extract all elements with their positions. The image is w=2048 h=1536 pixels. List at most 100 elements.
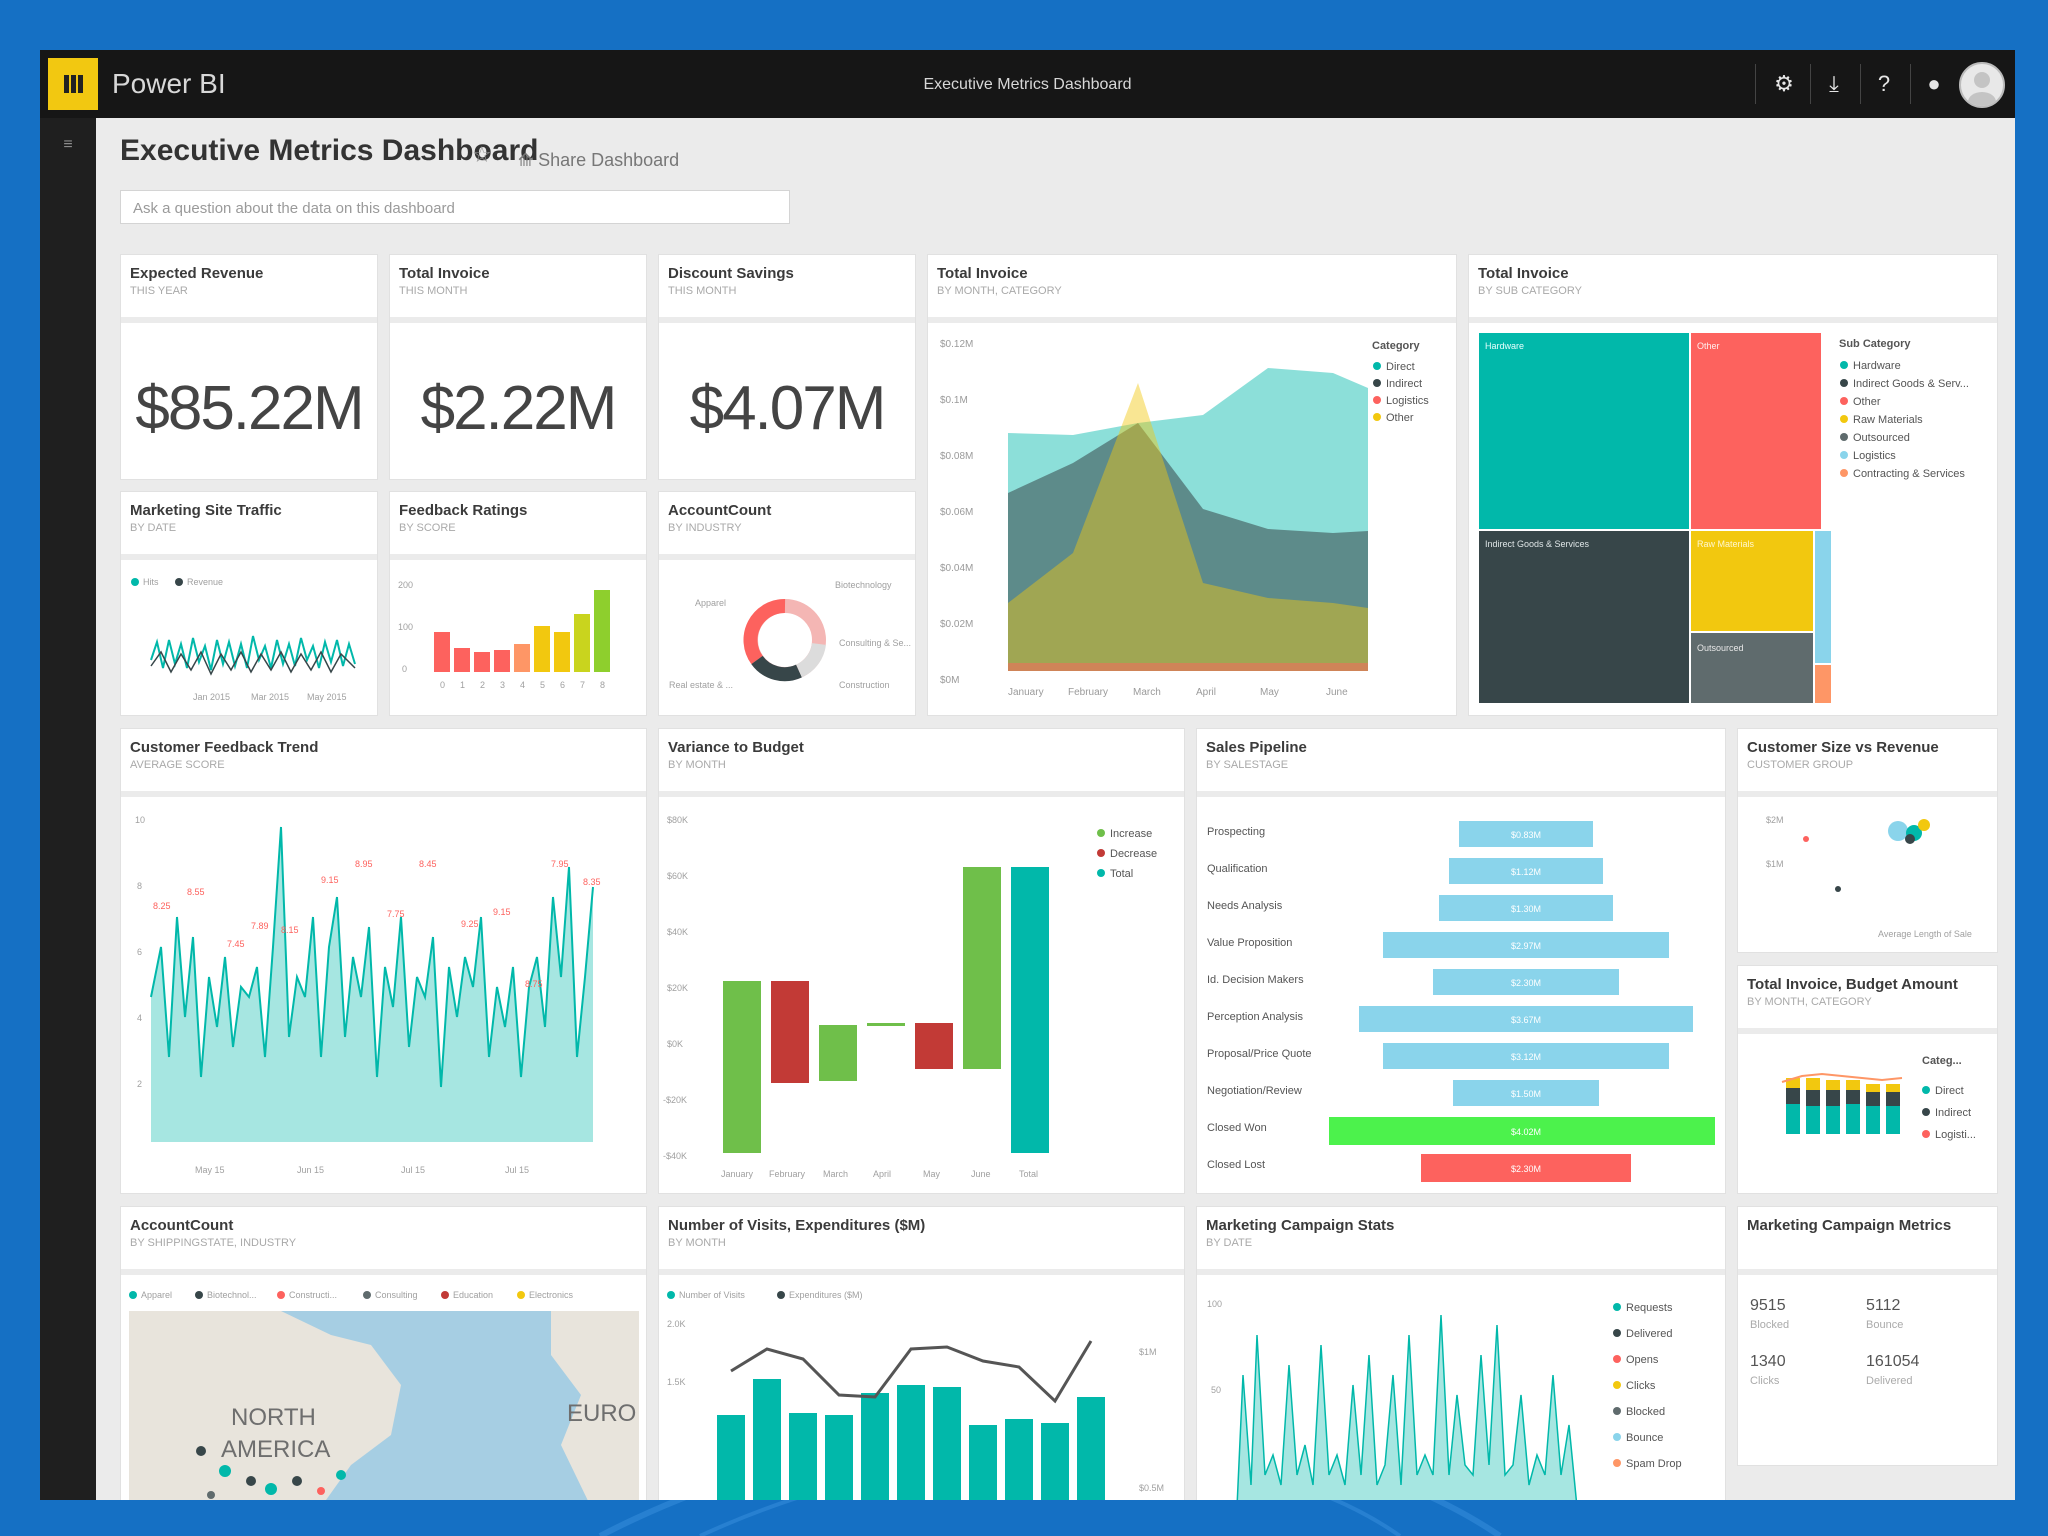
- feedback-ratings-tile[interactable]: Feedback Ratings BY SCORE 200 100 0 0 1 …: [389, 491, 647, 716]
- help-button[interactable]: ?: [1862, 64, 1906, 104]
- map-visual[interactable]: Apparel Biotechnol... Constructi... Cons…: [121, 1275, 647, 1500]
- waterfall-bar-june[interactable]: [963, 867, 1001, 1069]
- bar-segment[interactable]: [1886, 1106, 1900, 1134]
- total-invoice-area-tile[interactable]: Total Invoice BY MONTH, CATEGORY $0.12M …: [927, 254, 1457, 716]
- qna-input[interactable]: Ask a question about the data on this da…: [120, 190, 790, 224]
- bar-segment[interactable]: [1806, 1106, 1820, 1134]
- bar-segment[interactable]: [1846, 1104, 1860, 1134]
- funnel-bar[interactable]: [1329, 1117, 1715, 1145]
- bar[interactable]: [494, 650, 510, 672]
- treemap-cell-outsourced[interactable]: [1691, 633, 1813, 703]
- scatter-point[interactable]: [1803, 836, 1809, 842]
- total-invoice-card-tile[interactable]: Total Invoice THIS MONTH $2.22M: [389, 254, 647, 480]
- funnel-bar[interactable]: [1449, 858, 1603, 884]
- account-count-map-tile[interactable]: AccountCount BY SHIPPINGSTATE, INDUSTRY …: [120, 1206, 647, 1500]
- bar[interactable]: [474, 652, 490, 672]
- waterfall-bar-total[interactable]: [1011, 867, 1049, 1153]
- treemap-cell-raw-materials[interactable]: [1691, 531, 1813, 631]
- visits-bar[interactable]: [1005, 1419, 1033, 1500]
- funnel-bar[interactable]: [1439, 895, 1613, 921]
- visits-bar[interactable]: [969, 1425, 997, 1500]
- bar-segment[interactable]: [1786, 1104, 1800, 1134]
- expected-revenue-tile[interactable]: Expected Revenue THIS YEAR $85.22M: [120, 254, 378, 480]
- bar-segment[interactable]: [1786, 1088, 1800, 1104]
- waterfall-bar-march[interactable]: [819, 1025, 857, 1081]
- waterfall-bar-january[interactable]: [723, 981, 761, 1153]
- donut-slice[interactable]: [751, 655, 802, 682]
- map-bubble[interactable]: [292, 1476, 302, 1486]
- bar-segment[interactable]: [1786, 1078, 1800, 1088]
- treemap-cell-indirect[interactable]: [1479, 531, 1689, 703]
- sales-pipeline-tile[interactable]: Sales Pipeline BY SALESTAGE Prospecting …: [1196, 728, 1726, 1194]
- waterfall-bar-february[interactable]: [771, 981, 809, 1083]
- total-invoice-budget-tile[interactable]: Total Invoice, Budget Amount BY MONTH, C…: [1737, 965, 1998, 1194]
- marketing-campaign-metrics-tile[interactable]: Marketing Campaign Metrics 9515 Blocked …: [1737, 1206, 1998, 1466]
- customer-size-vs-revenue-tile[interactable]: Customer Size vs Revenue CUSTOMER GROUP …: [1737, 728, 1998, 953]
- visits-bar[interactable]: [717, 1415, 745, 1500]
- bar[interactable]: [594, 590, 610, 672]
- visits-bar[interactable]: [825, 1415, 853, 1500]
- bar-segment[interactable]: [1806, 1090, 1820, 1106]
- hamburger-menu-icon[interactable]: ≡: [63, 136, 73, 153]
- map-bubble[interactable]: [317, 1487, 325, 1495]
- download-button[interactable]: ⤓: [1812, 64, 1856, 104]
- treemap-cell-other[interactable]: [1691, 333, 1821, 529]
- donut-slice[interactable]: [795, 642, 826, 678]
- bar-segment[interactable]: [1886, 1092, 1900, 1106]
- map-bubble[interactable]: [336, 1470, 346, 1480]
- marketing-site-traffic-tile[interactable]: Marketing Site Traffic BY DATE Hits Reve…: [120, 491, 378, 716]
- bar[interactable]: [454, 648, 470, 672]
- bar-segment[interactable]: [1826, 1080, 1840, 1090]
- visits-bar[interactable]: [1041, 1423, 1069, 1500]
- visits-bar[interactable]: [1077, 1397, 1105, 1500]
- map-bubble[interactable]: [207, 1491, 215, 1499]
- bar-segment[interactable]: [1886, 1084, 1900, 1092]
- map-bubble[interactable]: [196, 1446, 206, 1456]
- visits-bar[interactable]: [897, 1385, 925, 1500]
- waterfall-bar-may[interactable]: [915, 1023, 953, 1069]
- app-launcher-button[interactable]: [48, 58, 98, 110]
- share-dashboard-button[interactable]: ⟰ Share Dashboard: [518, 150, 679, 171]
- bar-segment[interactable]: [1846, 1090, 1860, 1104]
- scatter-point[interactable]: [1905, 834, 1915, 844]
- visits-bar[interactable]: [789, 1413, 817, 1500]
- scatter-point[interactable]: [1888, 821, 1908, 841]
- favorite-icon[interactable]: ☆: [472, 142, 492, 167]
- user-avatar[interactable]: [1959, 62, 2005, 108]
- visits-bar[interactable]: [861, 1393, 889, 1500]
- funnel-bar[interactable]: [1453, 1080, 1599, 1106]
- discount-savings-tile[interactable]: Discount Savings THIS MONTH $4.07M: [658, 254, 916, 480]
- map-bubble[interactable]: [265, 1483, 277, 1495]
- funnel-bar[interactable]: [1383, 1043, 1669, 1069]
- bar[interactable]: [534, 626, 550, 672]
- settings-button[interactable]: ⚙: [1762, 64, 1806, 104]
- visits-expenditures-tile[interactable]: Number of Visits, Expenditures ($M) BY M…: [658, 1206, 1185, 1500]
- total-invoice-treemap-tile[interactable]: Total Invoice BY SUB CATEGORY Hardware O…: [1468, 254, 1998, 716]
- bar-segment[interactable]: [1826, 1090, 1840, 1106]
- bar[interactable]: [554, 632, 570, 672]
- bar-segment[interactable]: [1866, 1084, 1880, 1092]
- bar-segment[interactable]: [1866, 1092, 1880, 1106]
- bar[interactable]: [434, 632, 450, 672]
- visits-bar[interactable]: [933, 1387, 961, 1500]
- bar[interactable]: [574, 614, 590, 672]
- notifications-button[interactable]: ●: [1912, 64, 1956, 104]
- funnel-bar[interactable]: [1383, 932, 1669, 958]
- treemap-cell-hardware[interactable]: [1479, 333, 1689, 529]
- variance-to-budget-tile[interactable]: Variance to Budget BY MONTH $80K $60K $4…: [658, 728, 1185, 1194]
- bar[interactable]: [514, 644, 530, 672]
- treemap-cell-contracting[interactable]: [1815, 665, 1831, 703]
- bar-segment[interactable]: [1846, 1080, 1860, 1090]
- donut-slice[interactable]: [743, 598, 786, 665]
- map-bubble[interactable]: [246, 1476, 256, 1486]
- customer-feedback-trend-tile[interactable]: Customer Feedback Trend AVERAGE SCORE 10…: [120, 728, 647, 1194]
- scatter-point[interactable]: [1918, 819, 1930, 831]
- bar-segment[interactable]: [1806, 1078, 1820, 1090]
- funnel-bar[interactable]: [1359, 1006, 1693, 1032]
- treemap-cell-logistics[interactable]: [1815, 531, 1831, 663]
- marketing-campaign-stats-tile[interactable]: Marketing Campaign Stats BY DATE 100 50 …: [1196, 1206, 1726, 1500]
- funnel-bar[interactable]: [1433, 969, 1619, 995]
- funnel-bar[interactable]: [1421, 1154, 1631, 1182]
- bar-segment[interactable]: [1826, 1106, 1840, 1134]
- funnel-bar[interactable]: [1459, 821, 1593, 847]
